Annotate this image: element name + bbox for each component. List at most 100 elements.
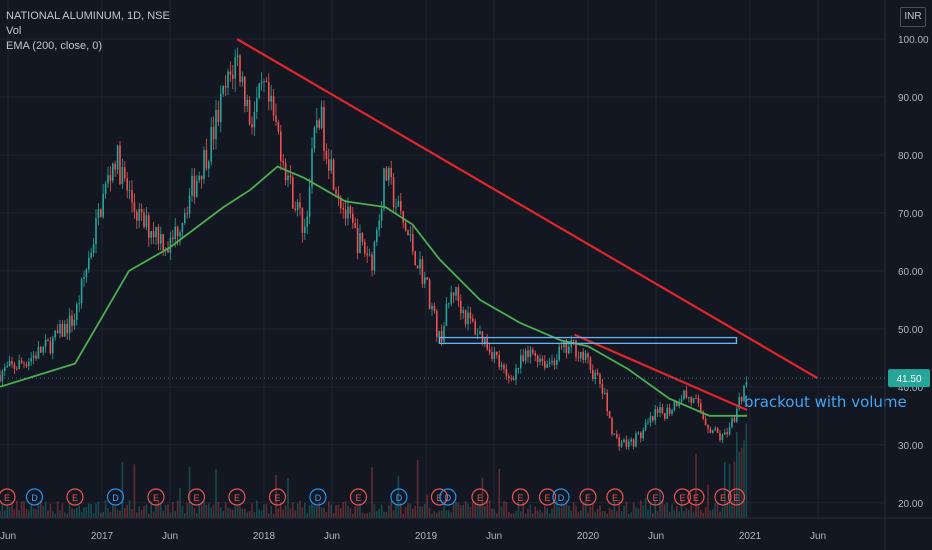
ema-indicator-label[interactable]: EMA (200, close, 0) xyxy=(6,40,102,52)
candle-body xyxy=(553,360,556,365)
drawings[interactable]: brackout with volume xyxy=(236,38,907,412)
volume-bar xyxy=(292,502,294,518)
candle-body xyxy=(666,407,668,419)
volume-bar xyxy=(628,513,630,518)
earnings-marker[interactable] xyxy=(187,488,206,506)
candle-body xyxy=(136,211,138,221)
candle-body xyxy=(680,399,683,402)
candle-body xyxy=(205,150,208,169)
earnings-marker[interactable] xyxy=(538,488,557,506)
volume-bar xyxy=(690,504,692,518)
dividend-marker[interactable] xyxy=(552,488,570,506)
earnings-marker[interactable] xyxy=(228,488,246,506)
earnings-marker[interactable] xyxy=(349,488,368,506)
candle-body xyxy=(169,237,172,253)
volume-bar xyxy=(203,501,205,518)
price-tick-label: 100.00 xyxy=(898,35,929,46)
candle-body xyxy=(685,390,688,398)
volume-bar xyxy=(527,508,529,518)
dividend-marker[interactable] xyxy=(390,488,408,506)
volume-bar xyxy=(181,506,184,518)
earnings-marker[interactable] xyxy=(646,488,665,506)
candle-body xyxy=(198,175,200,181)
candle-body xyxy=(618,437,620,447)
volume-bar xyxy=(390,500,392,518)
candle-body xyxy=(500,364,503,367)
candle-body xyxy=(92,244,95,253)
earnings-marker[interactable] xyxy=(687,488,705,506)
dividend-marker[interactable] xyxy=(106,488,125,506)
volume-bar xyxy=(524,513,527,518)
candle-body xyxy=(560,346,563,348)
earnings-marker[interactable] xyxy=(430,488,449,506)
candle-body xyxy=(188,195,191,214)
volume-indicator-label[interactable]: Vol xyxy=(6,25,22,37)
marker-label: E xyxy=(652,493,658,503)
earnings-marker[interactable] xyxy=(268,488,287,506)
candle-body xyxy=(49,341,52,354)
candle-body xyxy=(107,175,109,184)
candle-body xyxy=(371,254,373,271)
candle-body xyxy=(126,178,128,191)
earnings-marker[interactable] xyxy=(66,488,84,506)
volume-bar xyxy=(688,509,690,518)
volume-bar xyxy=(664,504,666,518)
earnings-marker[interactable] xyxy=(511,488,530,506)
candle-body xyxy=(323,107,325,152)
dividend-marker[interactable] xyxy=(309,488,327,506)
candle-body xyxy=(246,99,248,107)
candle-body xyxy=(568,346,570,354)
earnings-marker[interactable] xyxy=(0,488,16,506)
volume-bar xyxy=(613,500,616,518)
earnings-marker[interactable] xyxy=(606,488,624,506)
volume-bar xyxy=(280,502,282,518)
candle-body xyxy=(260,81,263,84)
candle-body xyxy=(119,145,121,185)
price-axis[interactable]: 100.00 90.00 80.00 70.00 60.00 50.00 40.00 30.0… xyxy=(884,0,929,550)
candle-body xyxy=(520,355,522,369)
volume-bar xyxy=(568,505,570,518)
candle-body xyxy=(64,323,66,337)
candle-body xyxy=(292,177,294,209)
volume-bar xyxy=(630,512,632,518)
price-tick-label: 50.00 xyxy=(898,325,923,336)
volume-bar xyxy=(419,506,421,518)
candle-body xyxy=(654,409,656,421)
volume-bar xyxy=(383,511,385,518)
candle-body xyxy=(330,159,332,171)
earnings-marker[interactable] xyxy=(673,488,692,506)
symbol-title[interactable]: NATIONAL ALUMINUM, 1D, NSE xyxy=(6,10,170,22)
volume-bar xyxy=(560,502,563,518)
volume-bar xyxy=(642,505,644,518)
earnings-marker[interactable] xyxy=(471,488,489,506)
candle-body xyxy=(347,206,349,219)
earnings-marker[interactable] xyxy=(727,488,746,506)
dividend-marker[interactable] xyxy=(439,488,457,506)
volume-bar xyxy=(700,509,702,518)
candle-body xyxy=(400,201,402,212)
candle-body xyxy=(601,384,604,394)
volume-bar xyxy=(162,510,164,518)
time-axis[interactable]: Jun 2017 Jun 2018 Jun 2019 Jun 2020 Jun 2021 Jun xyxy=(0,517,932,542)
candle-body xyxy=(361,232,364,242)
volume-bar xyxy=(611,509,613,518)
candle-body xyxy=(16,368,18,370)
volume-bar xyxy=(496,513,498,518)
earnings-marker[interactable] xyxy=(714,488,732,506)
candle-body xyxy=(160,234,162,244)
candle-body xyxy=(508,375,510,379)
volume-bar xyxy=(707,484,709,518)
currency-button[interactable]: INR xyxy=(900,7,926,27)
volume-bar xyxy=(620,511,623,518)
candle-body xyxy=(352,213,354,223)
volume-bar xyxy=(174,511,176,518)
candle-body xyxy=(668,407,671,414)
earnings-marker[interactable] xyxy=(147,488,165,506)
candle-body xyxy=(128,190,131,191)
dividend-marker[interactable] xyxy=(25,488,44,506)
earnings-marker[interactable] xyxy=(579,488,597,506)
volume-bar xyxy=(678,511,680,518)
volume-bar xyxy=(133,464,136,518)
